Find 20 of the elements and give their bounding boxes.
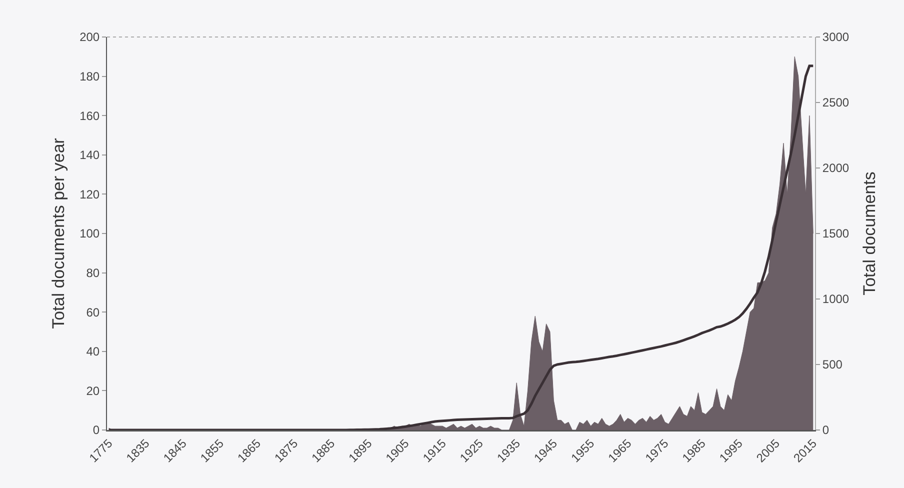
y-tick-label: 200 <box>80 30 100 44</box>
y2-tick-label: 500 <box>822 358 843 372</box>
y2-tick-label: 1000 <box>822 292 850 306</box>
y2-tick-label: 2500 <box>822 96 850 110</box>
y-tick-label: 20 <box>86 384 100 398</box>
y-tick-label: 80 <box>86 266 100 280</box>
y-tick-label: 160 <box>80 108 100 123</box>
y-tick-label: 60 <box>86 305 100 320</box>
y-tick-label: 0 <box>92 423 100 438</box>
y-tick-label: 120 <box>80 187 100 202</box>
y2-tick-label: 2000 <box>822 161 850 176</box>
y2-tick-label: 3000 <box>822 30 850 44</box>
y-tick-label: 180 <box>80 70 100 84</box>
y2-tick-label: 0 <box>822 423 830 438</box>
y2-tick-label: 1500 <box>822 226 850 241</box>
y-tick-label: 40 <box>86 344 100 359</box>
y2-axis-title: Total documents <box>860 172 879 296</box>
y-tick-label: 100 <box>80 226 100 241</box>
y-tick-label: 140 <box>80 148 100 162</box>
y-axis-title: Total documents per year <box>49 138 68 329</box>
